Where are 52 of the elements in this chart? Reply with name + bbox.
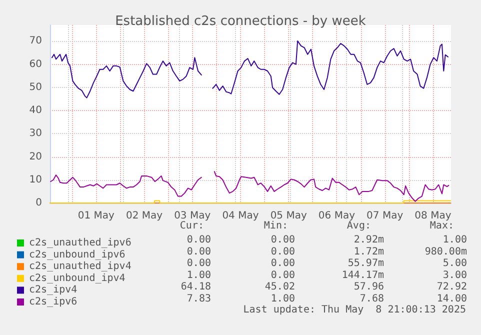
- text: 980.00m: [424, 246, 467, 258]
- legend-label: c2s_ipv6: [29, 296, 78, 308]
- legend-label: c2s_ipv4: [29, 284, 78, 296]
- x-tick-label: 06 May: [318, 210, 356, 222]
- text: 1.72m: [354, 246, 384, 258]
- text: 0.00: [186, 234, 211, 246]
- y-tick-label: 70: [29, 36, 42, 47]
- text: Avg:: [346, 220, 371, 232]
- text: 64.18: [180, 282, 211, 293]
- text: 0.00: [186, 246, 211, 258]
- text: 1.00: [442, 234, 467, 246]
- text: 7.83: [186, 294, 211, 304]
- y-tick-label: 60: [29, 58, 42, 70]
- text: 5.00: [442, 258, 467, 270]
- text: Max:: [430, 220, 454, 232]
- text: 0.00: [270, 246, 295, 258]
- text: 45.02: [264, 282, 295, 293]
- text: 1.00: [186, 270, 211, 281]
- y-tick-label: 0: [36, 198, 42, 208]
- text: 7.68: [360, 294, 384, 304]
- x-tick-label: 03 May: [174, 210, 211, 222]
- text: 1.00: [270, 294, 295, 304]
- text: 3.00: [442, 270, 467, 281]
- y-tick-label: 40: [29, 105, 42, 116]
- y-tick-label: 10: [29, 174, 42, 186]
- chart-title: Established c2s connections - by week: [115, 14, 366, 29]
- legend-label: c2s_unbound_ipv6: [29, 249, 126, 260]
- text: Cur:: [180, 220, 204, 232]
- x-tick-label: 02 May: [126, 210, 163, 222]
- text: 55.97m: [348, 258, 384, 270]
- text: 72.92: [436, 282, 467, 293]
- text: 2.92m: [354, 234, 384, 246]
- text: 0.00: [270, 270, 295, 281]
- text: 57.96: [354, 282, 384, 293]
- x-tick-label: 07 May: [366, 210, 404, 222]
- y-tick-label: 30: [29, 128, 42, 140]
- text: 0.00: [270, 234, 295, 246]
- x-tick-label: 08 May: [414, 210, 452, 222]
- text: Last update: Thu May 8 21:00:13 2025: [243, 304, 466, 316]
- text: 0.00: [186, 258, 211, 270]
- text: 0.00: [270, 258, 295, 270]
- text: Min:: [264, 220, 288, 232]
- legend-label: c2s_unauthed_ipv4: [29, 261, 132, 272]
- legend-label: c2s_unauthed_ipv6: [29, 238, 132, 248]
- text: 144.17m: [342, 270, 384, 281]
- x-tick-label: 05 May: [270, 210, 307, 222]
- y-tick-label: 50: [29, 82, 42, 93]
- text: 14.00: [436, 294, 467, 304]
- y-tick-label: 20: [29, 151, 42, 162]
- legend-label: c2s_unbound_ipv4: [29, 272, 126, 284]
- x-tick-label: 01 May: [78, 210, 114, 222]
- x-tick-label: 04 May: [222, 210, 259, 222]
